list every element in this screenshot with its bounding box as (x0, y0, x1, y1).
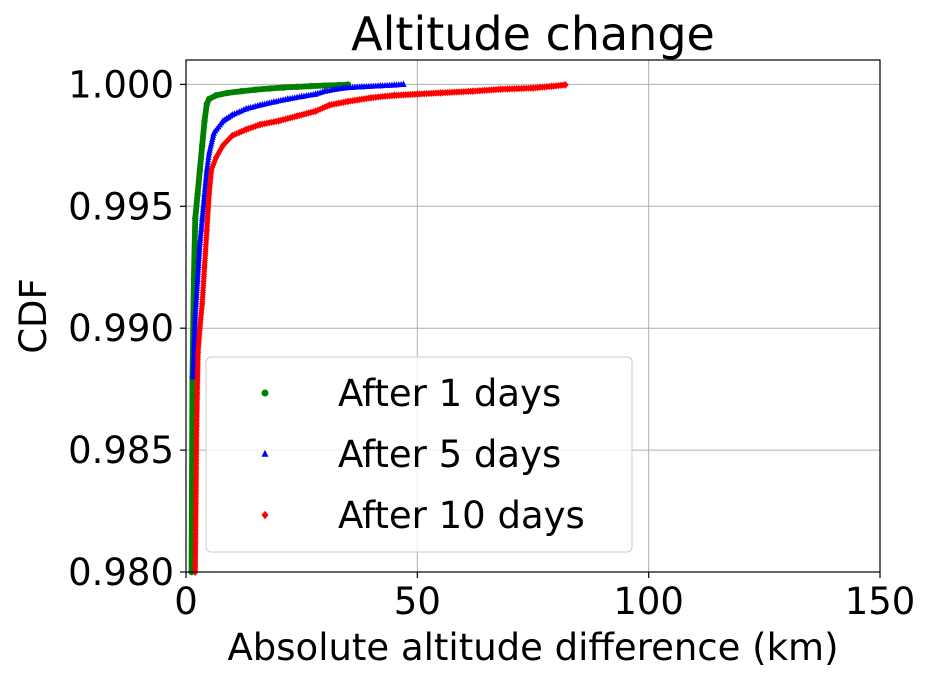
series-after-5-days (189, 80, 407, 380)
x-tick-label: 50 (394, 580, 441, 623)
y-tick-label: 0.990 (68, 307, 174, 350)
data-point (238, 127, 245, 136)
legend: After 1 days After 5 days After 10 days (205, 356, 633, 553)
data-point (314, 106, 321, 114)
axis-ticks: 0 50 100 150 0.980 0.985 0.990 0.995 1.000 (68, 63, 915, 623)
legend-label: After 10 days (338, 494, 585, 537)
legend-item: After 5 days (261, 433, 561, 476)
x-tick-label: 150 (845, 580, 916, 623)
y-tick-label: 0.980 (68, 551, 174, 594)
plot-area-frame (185, 59, 881, 573)
data-point (400, 80, 407, 87)
chart-title: Altitude change (351, 7, 715, 61)
y-tick-label: 0.995 (68, 185, 174, 228)
legend-box (205, 356, 633, 553)
legend-marker (261, 389, 269, 397)
x-tick-label: 100 (613, 580, 684, 623)
data-points (188, 80, 569, 576)
legend-label: After 1 days (338, 372, 561, 415)
y-tick-label: 1.000 (68, 63, 174, 106)
series-after-10-days (192, 81, 569, 576)
x-tick-label: 0 (174, 580, 198, 623)
legend-item: After 10 days (261, 494, 585, 537)
series-after-1-days (188, 81, 352, 576)
data-point (562, 81, 569, 89)
legend-label: After 5 days (338, 433, 561, 476)
x-axis-title: Absolute altitude difference (km) (227, 626, 838, 669)
data-point (229, 131, 236, 140)
y-tick-label: 0.985 (68, 429, 174, 472)
legend-item: After 1 days (261, 372, 561, 415)
legend-marker (261, 449, 269, 457)
y-axis-title: CDF (12, 278, 55, 354)
legend-marker (261, 510, 269, 520)
